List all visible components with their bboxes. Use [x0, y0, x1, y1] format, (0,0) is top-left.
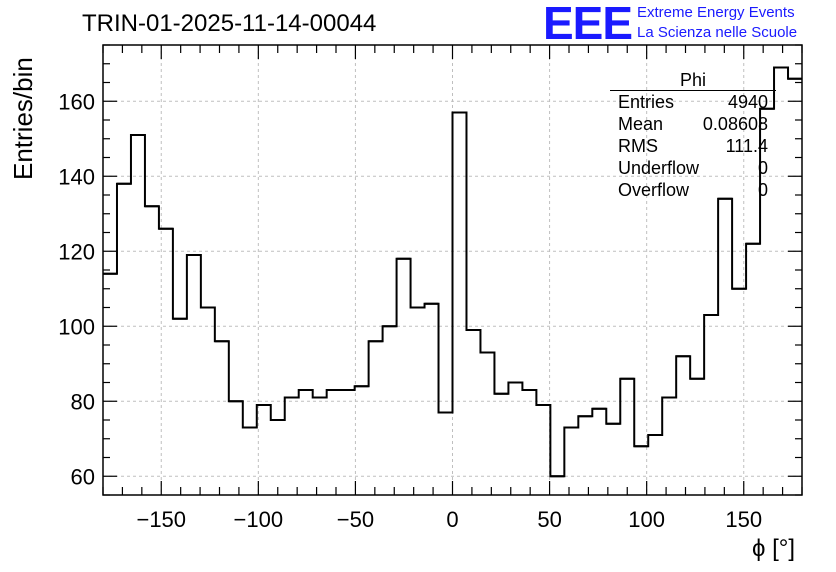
- stats-value: 0: [757, 180, 768, 200]
- eee-logo: EEE: [543, 0, 633, 49]
- stats-label: Mean: [618, 114, 664, 134]
- y-tick-label: 120: [58, 239, 95, 264]
- stats-label: Entries: [618, 92, 675, 112]
- y-tick-label: 160: [58, 89, 95, 114]
- stats-row-entries: Entries 4940: [610, 91, 776, 113]
- y-tick-label: 60: [71, 464, 95, 489]
- org-name-line2: La Scienza nelle Scuole: [637, 24, 798, 41]
- stats-label: Overflow: [618, 180, 690, 200]
- stats-title: Phi: [610, 70, 776, 91]
- stats-box: Phi Entries 4940 Mean 0.08608 RMS 111.4 …: [610, 70, 776, 201]
- stats-row-mean: Mean 0.08608: [610, 113, 776, 135]
- x-tick-label: 100: [628, 507, 665, 532]
- stats-row-overflow: Overflow 0: [610, 179, 776, 201]
- y-tick-label: 140: [58, 164, 95, 189]
- stats-label: Underflow: [618, 158, 700, 178]
- y-tick-label: 80: [71, 389, 95, 414]
- x-axis-label: ϕ [°]: [752, 535, 796, 562]
- histogram-outline: [103, 66, 802, 478]
- stats-label: RMS: [618, 136, 658, 156]
- x-tick-label: −50: [337, 507, 374, 532]
- stats-value: 0.08608: [702, 114, 768, 134]
- y-axis-label: Entries/bin: [8, 57, 38, 180]
- x-tick-label: −150: [136, 507, 186, 532]
- x-tick-label: 50: [537, 507, 561, 532]
- stats-value: 111.4: [725, 136, 768, 156]
- y-tick-label: 100: [58, 314, 95, 339]
- stats-row-rms: RMS 111.4: [610, 135, 776, 157]
- stats-value: 4940: [727, 92, 768, 112]
- x-tick-label: −100: [234, 507, 284, 532]
- stats-row-underflow: Underflow 0: [610, 157, 776, 179]
- x-tick-label: 0: [446, 507, 458, 532]
- stats-value: 0: [757, 158, 768, 178]
- org-name-line1: Extreme Energy Events: [637, 4, 795, 21]
- chart-title: TRIN-01-2025-11-14-00044: [82, 10, 377, 37]
- x-tick-label: 150: [725, 507, 762, 532]
